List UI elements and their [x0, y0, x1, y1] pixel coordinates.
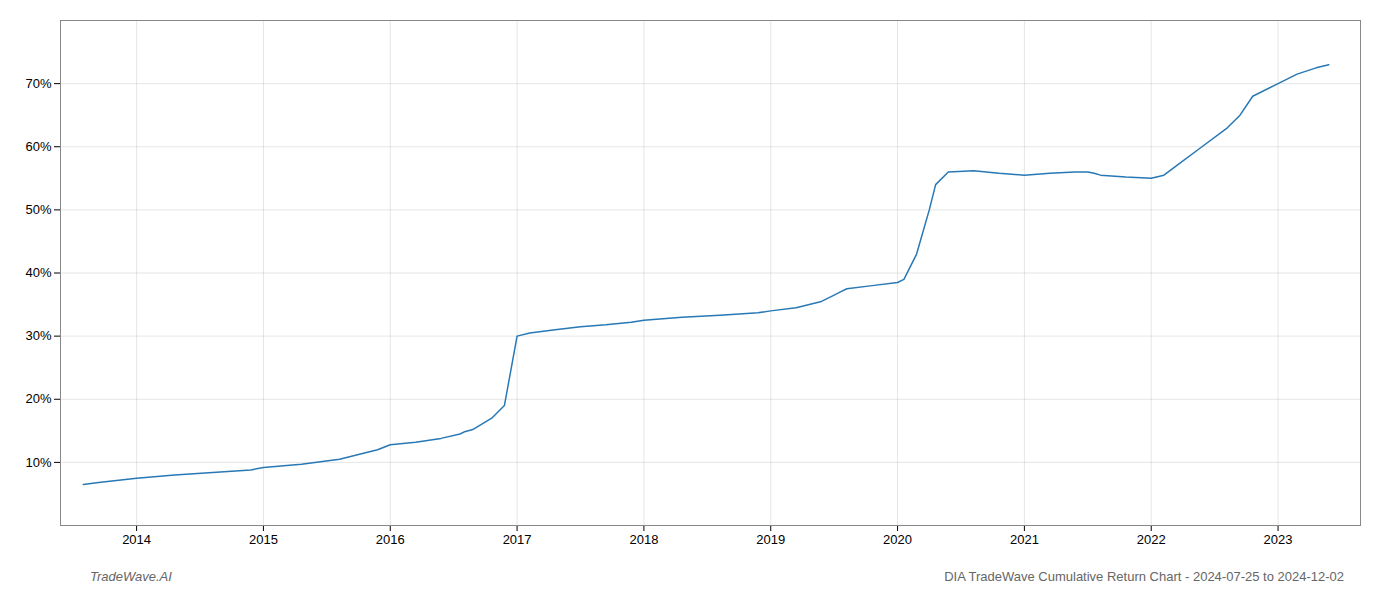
svg-text:30%: 30% [25, 328, 51, 343]
svg-text:10%: 10% [25, 455, 51, 470]
svg-text:2014: 2014 [122, 532, 151, 547]
html-text:DIA TradeWave Cumulative Retur: DIA TradeWave Cumulative Return Chart - … [944, 569, 1344, 584]
svg-text:2023: 2023 [1264, 532, 1293, 547]
svg-text:70%: 70% [25, 76, 51, 91]
svg-text:2018: 2018 [629, 532, 658, 547]
svg-text:2015: 2015 [249, 532, 278, 547]
svg-text:40%: 40% [25, 265, 51, 280]
svg-text:2020: 2020 [883, 532, 912, 547]
svg-text:2017: 2017 [503, 532, 532, 547]
svg-text:2019: 2019 [756, 532, 785, 547]
html-text:TradeWave.AI: TradeWave.AI [90, 569, 172, 584]
svg-text:2016: 2016 [376, 532, 405, 547]
svg-text:20%: 20% [25, 391, 51, 406]
svg-text:2021: 2021 [1010, 532, 1039, 547]
svg-text:60%: 60% [25, 139, 51, 154]
svg-text:2022: 2022 [1137, 532, 1166, 547]
svg-text:50%: 50% [25, 202, 51, 217]
